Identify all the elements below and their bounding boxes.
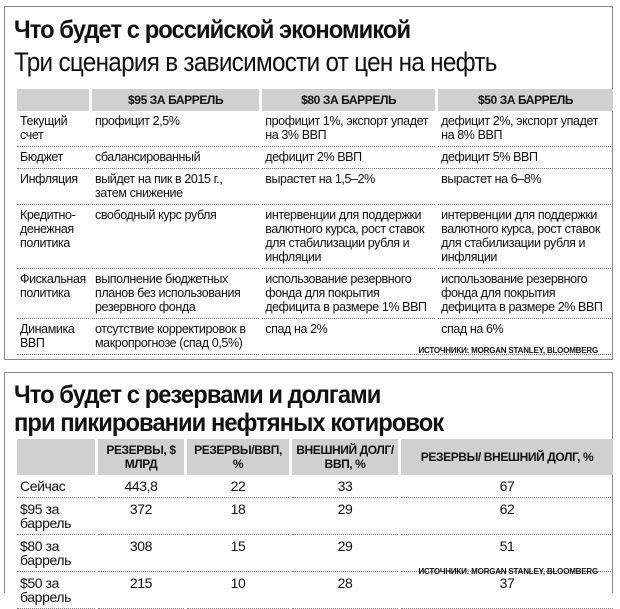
column-header: РЕЗЕРВЫ/ВВП, %	[187, 439, 289, 475]
table-cell: свободный курс рубля	[91, 205, 260, 269]
table-row: $50 за баррель 215 10 28 37	[17, 572, 613, 609]
column-header: РЕЗЕРВЫ, $ МЛРД	[98, 439, 184, 475]
economy-subtitle: Три сценария в зависимости от цен на неф…	[14, 47, 497, 77]
row-label: Текущий счет	[17, 111, 89, 147]
economy-title: Что будет с российской экономикой	[14, 16, 411, 44]
table-cell: дефицит 2% ВВП	[262, 147, 436, 169]
table-cell: 215	[98, 572, 184, 609]
table-cell: отсутствие корректировок в макропрогнозе…	[91, 319, 260, 355]
column-header: $50 ЗА БАРРЕЛЬ	[438, 89, 613, 111]
row-label: $80 за баррель	[17, 535, 95, 572]
row-label: Динамика ВВП	[17, 319, 89, 355]
column-header: $80 ЗА БАРРЕЛЬ	[262, 89, 436, 111]
table-cell: 29	[292, 535, 398, 572]
column-header: РЕЗЕРВЫ/ ВНЕШНИЙ ДОЛГ, %	[401, 439, 613, 475]
table-cell: использование резервного фонда для покры…	[262, 269, 436, 319]
economy-panel: Что будет с российской экономикой Три сц…	[4, 6, 613, 360]
table-row: Кредитно-денежная политика свободный курс…	[17, 205, 613, 269]
table-row: Фискальная политика выполнение бюджетных …	[17, 269, 613, 319]
economy-source: ИСТОЧНИКИ: MORGAN STANLEY, BLOOMBERG	[418, 346, 598, 355]
row-label: $50 за баррель	[17, 572, 95, 609]
table-cell: выполнение бюджетных планов без использо…	[91, 269, 260, 319]
table-cell: профицит 2,5%	[91, 111, 260, 147]
table-cell: 67	[401, 475, 613, 498]
table-cell: 28	[292, 572, 398, 609]
table-row: Текущий счет профицит 2,5% профицит 1%, эк…	[17, 111, 613, 147]
table-cell: вырастет на 6–8%	[438, 169, 613, 205]
table-cell: спад на 6%	[438, 319, 613, 355]
table-cell: дефицит 5% ВВП	[438, 147, 613, 169]
reserves-source: ИСТОЧНИКИ: MORGAN STANLEY, BLOOMBERG	[418, 567, 598, 576]
table-cell: дефицит 2%, экспорт упадет на 8% ВВП	[438, 111, 613, 147]
row-label: Кредитно-денежная политика	[17, 205, 89, 269]
table-cell: 51	[401, 535, 613, 572]
reserves-title-line1: Что будет с резервами и долгами	[14, 381, 381, 409]
table-cell: 62	[401, 498, 613, 535]
table-cell: 18	[187, 498, 289, 535]
table-cell: 443,8	[98, 475, 184, 498]
column-header: $95 ЗА БАРРЕЛЬ	[91, 89, 260, 111]
reserves-title-line2: при пикировании нефтяных котировок	[14, 409, 444, 437]
table-cell: 10	[187, 572, 289, 609]
table-row: $80 за баррель 308 15 29 51	[17, 535, 613, 572]
column-header	[17, 439, 95, 475]
table-cell: интервенции для поддержки валютного курс…	[438, 205, 613, 269]
table-cell: 372	[98, 498, 184, 535]
row-label: Бюджет	[17, 147, 89, 169]
table-row: Инфляция выйдет на пик в 2015 г., затем с…	[17, 169, 613, 205]
table-cell: 22	[187, 475, 289, 498]
column-header: ВНЕШНИЙ ДОЛГ/ВВП, %	[292, 439, 398, 475]
row-label: Фискальная политика	[17, 269, 89, 319]
table-cell: 33	[292, 475, 398, 498]
column-header	[17, 89, 89, 111]
reserves-table: РЕЗЕРВЫ, $ МЛРД РЕЗЕРВЫ/ВВП, % ВНЕШНИЙ ДОЛ…	[14, 439, 616, 609]
row-label: Инфляция	[17, 169, 89, 205]
row-label: $95 за баррель	[17, 498, 95, 535]
table-cell: сбалансированный	[91, 147, 260, 169]
table-cell: 15	[187, 535, 289, 572]
table-cell: интервенции для поддержки валютного курс…	[262, 205, 436, 269]
row-label: Сейчас	[17, 475, 95, 498]
table-cell: 308	[98, 535, 184, 572]
table-row: Динамика ВВП отсутствие корректировок в м…	[17, 319, 613, 355]
table-cell: выйдет на пик в 2015 г., затем снижение	[91, 169, 260, 205]
table-cell: использование резервного фонда для покры…	[438, 269, 613, 319]
table-row: Бюджет сбалансированный дефицит 2% ВВП дефи…	[17, 147, 613, 169]
table-cell: вырастет на 1,5–2%	[262, 169, 436, 205]
table-cell: профицит 1%, экспорт упадет на 3% ВВП	[262, 111, 436, 147]
reserves-panel: Что будет с резервами и долгами при пики…	[4, 372, 613, 609]
table-cell: 29	[292, 498, 398, 535]
table-cell: спад на 2%	[262, 319, 436, 355]
table-row: $95 за баррель 372 18 29 62	[17, 498, 613, 535]
table-row: Сейчас 443,8 22 33 67	[17, 475, 613, 498]
economy-table: $95 ЗА БАРРЕЛЬ $80 ЗА БАРРЕЛЬ $50 ЗА БАРРЕ…	[14, 89, 616, 355]
table-cell: 37	[401, 572, 613, 609]
